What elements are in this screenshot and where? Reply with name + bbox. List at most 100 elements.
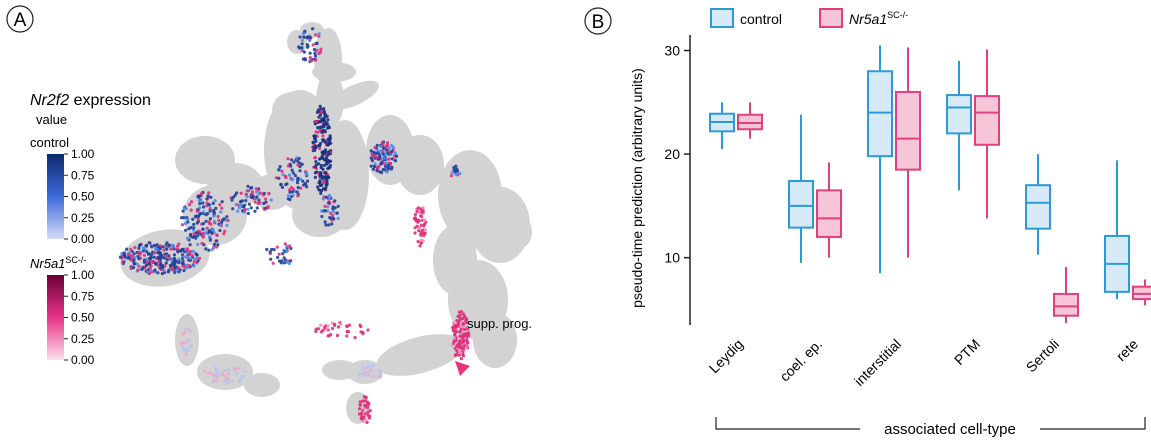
umap-dot	[189, 234, 193, 238]
umap-dot	[226, 372, 230, 376]
umap-dot	[379, 162, 383, 166]
umap-dot	[186, 218, 190, 222]
umap-dot	[363, 412, 367, 416]
x-axis-bracket	[715, 417, 1146, 430]
umap-dot	[148, 256, 152, 260]
umap-dot	[364, 373, 368, 377]
umap-dot	[271, 261, 275, 265]
umap-dot	[308, 56, 312, 60]
umap-dot	[308, 35, 312, 40]
umap-dot	[184, 353, 188, 357]
legend-mutant-text: Nr5a1SC-/-	[849, 10, 908, 27]
umap-dot	[184, 228, 188, 232]
umap-dot	[126, 252, 130, 256]
umap-dot	[386, 166, 391, 170]
umap-dot	[328, 136, 332, 140]
umap-dot	[330, 321, 334, 325]
umap-dot	[188, 203, 192, 207]
umap-dot	[231, 207, 235, 211]
umap-dot	[366, 403, 370, 407]
umap-dot	[189, 249, 193, 254]
umap-dot	[320, 214, 324, 219]
umap-dot	[132, 262, 137, 266]
umap-dot	[154, 262, 158, 266]
umap-dot	[160, 254, 164, 258]
umap-dot	[455, 344, 459, 348]
box-iqr	[788, 180, 814, 229]
umap-dot	[137, 246, 141, 250]
umap-dot	[416, 239, 420, 244]
mutant-colorbar-ticks: 1.00 0.75 0.50 0.25 0.00	[64, 268, 95, 367]
umap-dot	[207, 191, 211, 195]
umap-dot	[318, 104, 322, 108]
umap-dot	[319, 330, 324, 334]
umap-dot	[419, 241, 423, 245]
umap-dot	[221, 218, 225, 222]
umap-dot	[189, 200, 194, 204]
umap-dot	[455, 330, 459, 334]
umap-dot	[394, 159, 398, 163]
umap-dot	[323, 209, 327, 213]
umap-dot	[201, 205, 206, 209]
umap-dot	[212, 231, 216, 235]
umap-dot	[314, 41, 318, 46]
legend-mutant-gene: Nr5a1	[30, 256, 65, 271]
umap-dot	[132, 255, 136, 259]
umap-dot	[464, 319, 468, 323]
umap-dot	[318, 125, 322, 129]
umap-dot	[318, 144, 322, 148]
umap-dot	[321, 139, 325, 143]
colorbar-tick-label: 0.00	[71, 353, 95, 367]
umap-dot	[247, 202, 252, 206]
umap-dot	[312, 134, 316, 138]
umap-dot	[325, 182, 329, 186]
umap-dot	[323, 204, 327, 208]
supp-prog-annotation: supp. prog.	[467, 316, 532, 331]
umap-dot	[459, 357, 463, 361]
y-axis-ticks: 10 20 30	[664, 43, 690, 266]
umap-dot	[457, 310, 462, 314]
umap-dot	[301, 179, 305, 183]
umap-dot	[317, 32, 321, 36]
umap-dot	[183, 222, 188, 226]
umap-dot	[286, 157, 290, 161]
umap-dot	[186, 236, 190, 240]
umap-dot	[188, 256, 192, 260]
umap-dot	[370, 156, 374, 160]
umap-dot	[299, 177, 303, 181]
umap-dot	[208, 238, 212, 242]
umap-dot	[215, 378, 219, 382]
umap-dot	[158, 251, 162, 255]
x-tick-label: coel. ep.	[776, 336, 825, 385]
x-axis-label: associated cell-type	[884, 421, 1016, 438]
umap-embedding: supp. prog.	[118, 22, 532, 424]
umap-dot	[269, 257, 273, 261]
umap-dot	[208, 207, 212, 211]
umap-dot	[325, 126, 330, 130]
umap-dot	[413, 212, 417, 217]
umap-dot	[327, 150, 331, 154]
umap-dot	[321, 156, 325, 160]
umap-dot	[233, 193, 237, 197]
umap-dot	[450, 171, 454, 175]
umap-dot	[459, 351, 463, 355]
colorbar-tick-label: 1.00	[71, 268, 95, 282]
box-mutant-coelep	[816, 162, 842, 258]
umap-dot	[283, 174, 288, 178]
umap-dot	[233, 367, 238, 371]
umap-dot	[192, 264, 196, 268]
umap-dot	[381, 152, 385, 156]
umap-dot	[331, 205, 335, 209]
umap-dot	[215, 233, 219, 237]
umap-dot	[369, 164, 373, 168]
umap-dot	[366, 405, 370, 410]
umap-dot	[359, 324, 363, 329]
umap-dot	[167, 268, 171, 272]
umap-dot	[335, 333, 340, 338]
umap-dot	[451, 321, 456, 325]
umap-dot	[196, 234, 200, 238]
umap-dot	[193, 234, 197, 239]
umap-dot	[463, 314, 467, 318]
umap-dot	[236, 209, 240, 213]
